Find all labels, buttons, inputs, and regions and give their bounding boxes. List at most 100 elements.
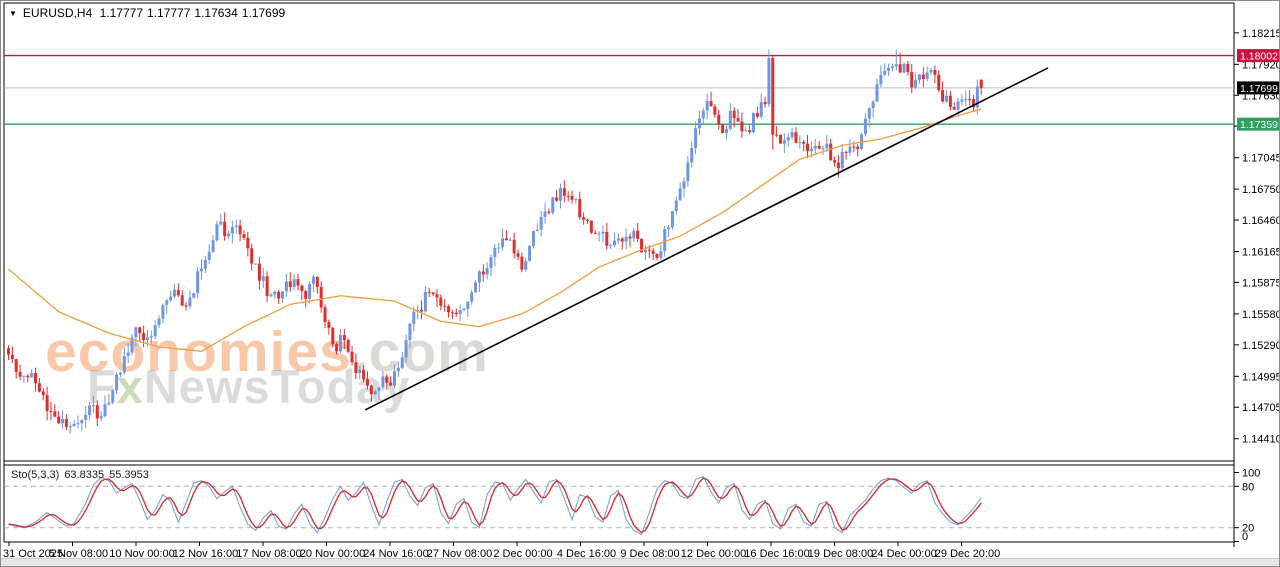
candle-body [636,230,640,239]
candle-body [481,271,485,275]
candle-body [555,197,559,201]
candle-body [844,151,848,153]
candle-body [80,419,84,424]
date-tick-label: 9 Dec 08:00 [620,548,679,560]
candle-body [462,308,466,311]
candle-body [396,367,400,372]
candle-body [906,63,910,73]
candle-body [45,395,49,412]
candle-body [200,268,203,272]
collapse-triangle-icon[interactable]: ▼ [9,9,17,18]
candle-body [165,300,169,305]
candle-body [172,289,176,297]
candle-body [717,114,721,125]
candle-body [115,374,119,391]
candle-body [821,148,825,150]
candle-body [423,291,427,312]
candle-body [354,362,358,374]
candle-body [142,333,146,341]
candle-body [968,98,972,100]
candle-body [265,276,269,297]
candle-body [682,181,686,189]
candle-body [690,147,694,163]
candle-body [234,225,238,227]
candle-body [223,221,227,237]
candle-body [149,336,153,338]
candle-body [925,72,929,79]
candle-body [7,348,10,355]
candle-body [732,110,736,119]
candle-body [790,132,794,138]
candle-body [802,141,806,144]
candle-body [879,74,883,85]
candle-body [107,402,111,405]
ohlc-low: 1.17634 [194,6,238,20]
candle-body [775,134,779,136]
candle-body [76,423,80,425]
candle-body [381,376,385,388]
candle-body [640,238,644,253]
stochastic-name: Sto(5,3,3) [11,469,60,481]
candle-body [64,419,68,427]
candle-body [10,354,14,360]
candle-body [30,373,34,378]
candle-body [315,276,319,288]
candle-body [57,416,61,424]
candle-body [474,282,478,293]
candle-body [261,276,265,281]
candle-body [883,70,887,75]
candle-body [203,259,207,269]
candle-body [551,197,555,213]
candle-body [188,297,192,307]
candle-body [558,188,562,201]
candle-body [806,143,810,152]
candle-body [724,128,728,134]
candle-body [813,145,817,149]
candle-body [327,321,331,328]
candle-body [257,263,261,281]
ohlc-open: 1.17777 [99,6,144,20]
candle-body [61,419,65,424]
date-tick-label: 10 Nov 00:00 [109,548,174,560]
candle-body [365,379,369,386]
candle-body [192,293,196,298]
candle-body [404,339,408,358]
candle-body [53,411,57,417]
date-tick-label: 12 Dec 00:00 [681,548,746,560]
price-tick-label: 1.14705 [1242,402,1280,414]
candle-body [763,102,767,105]
candle-body [979,79,983,88]
candle-body [686,162,690,182]
candle-body [215,224,219,241]
candle-body [948,95,952,108]
candle-body [952,107,956,110]
candle-body [713,106,717,115]
candle-body [798,141,802,143]
candle-body [528,246,532,262]
candle-body [535,229,539,231]
stoch-d-line [8,477,982,534]
candle-body [543,211,547,217]
resistance-badge [1237,49,1279,63]
candle-body [863,118,867,135]
candle-body [489,257,493,268]
candle-body [242,234,246,238]
date-tick-label: 4 Dec 16:00 [557,548,616,560]
candle-body [755,112,759,117]
candle-body [659,250,663,258]
date-tick-label: 12 Nov 16:00 [173,548,238,560]
candle-body [964,98,968,100]
candle-body [709,101,713,107]
candle-body [431,292,435,295]
candle-body [589,220,593,233]
candle-body [477,271,481,283]
candle-body [447,306,451,313]
candle-body [910,72,914,88]
candle-body [385,376,389,383]
date-tick-label: 27 Nov 08:00 [427,548,492,560]
candle-body [721,124,725,134]
candle-body [126,352,130,357]
current-bid-badge [1237,81,1279,95]
candle-body [335,344,339,352]
